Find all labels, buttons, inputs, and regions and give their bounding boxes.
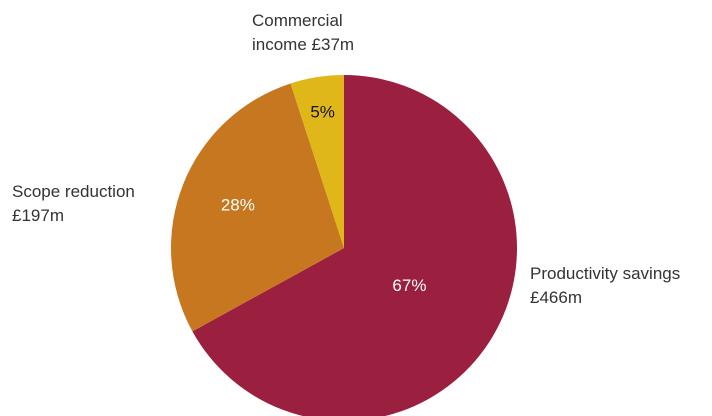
pie-slice [171,83,344,332]
category-label: Scope reduction [12,182,135,201]
amount-label: £197m [12,206,64,225]
value-label: 5% [310,103,335,122]
slice-label: Scope reduction £197m [12,180,172,228]
slice-label: Commercial income £37m [252,9,367,57]
slice-label: Productivity savings £466m [530,262,710,310]
amount-label: £37m [311,35,355,54]
value-label: 67% [392,276,426,295]
category-label: Productivity savings [530,264,681,283]
pie-slice [192,75,518,416]
category-label: Commercial income [252,11,343,54]
pie-slice [290,75,344,248]
value-label: 28% [221,195,255,214]
amount-label: £466m [530,288,582,307]
